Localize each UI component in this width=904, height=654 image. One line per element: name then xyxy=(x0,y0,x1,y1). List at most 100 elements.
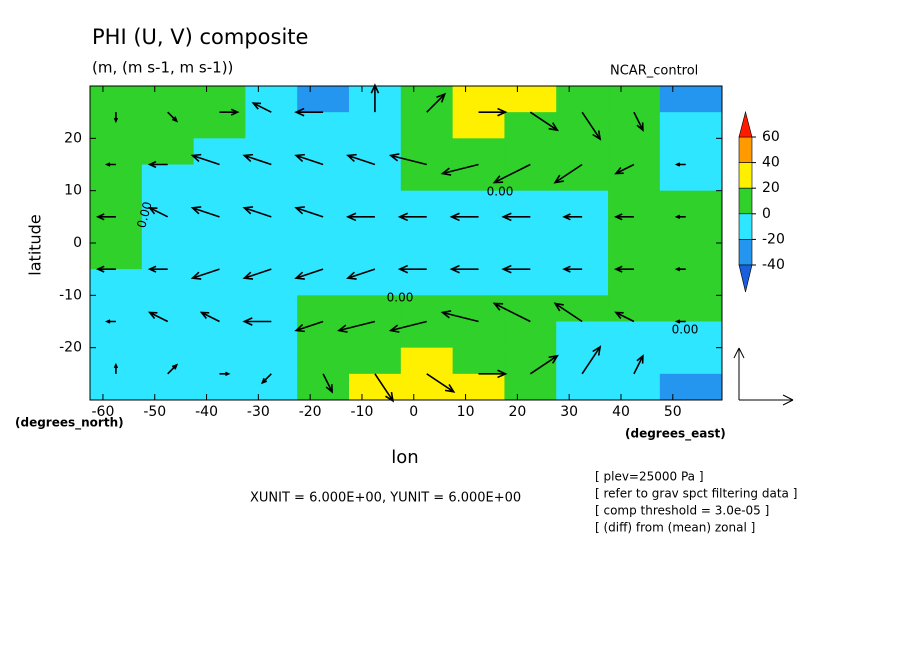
field-cell xyxy=(659,321,723,349)
wind-vector xyxy=(614,163,635,175)
x-tick-label: -30 xyxy=(247,404,270,420)
field-cell xyxy=(349,190,402,218)
field-cell xyxy=(452,216,505,244)
wind-vector xyxy=(370,83,380,113)
field-cell xyxy=(504,216,557,244)
field-cell xyxy=(297,347,350,375)
wind-vector xyxy=(147,206,169,218)
wind-vector xyxy=(242,206,272,218)
wind-vector xyxy=(492,163,531,184)
wind-vector xyxy=(147,160,168,169)
field-cell xyxy=(659,86,723,113)
y-axis-label: latitude xyxy=(26,214,45,275)
wind-vector xyxy=(397,264,427,274)
wind-vector xyxy=(294,320,324,333)
field-cell xyxy=(400,112,454,139)
x-axis-label: lon xyxy=(391,447,418,468)
field-cell xyxy=(297,112,350,139)
field-cell xyxy=(504,295,557,322)
field-cell xyxy=(193,373,246,401)
wind-vector xyxy=(95,265,116,273)
colorbar-box xyxy=(738,213,753,240)
y-tick-label: 20 xyxy=(64,130,82,146)
field-cell xyxy=(193,347,246,375)
field-cell xyxy=(556,347,609,375)
field-cell xyxy=(349,216,402,244)
field-cell xyxy=(90,269,143,296)
field-cell xyxy=(556,138,609,165)
field-cell xyxy=(608,373,661,401)
field-cell xyxy=(400,269,454,296)
wind-vector xyxy=(322,373,333,394)
field-cell xyxy=(400,295,454,322)
field-cell xyxy=(504,373,557,401)
field-cell xyxy=(608,295,661,322)
field-cell xyxy=(504,269,557,296)
field-cell xyxy=(90,190,143,218)
field-cell xyxy=(452,295,505,322)
field-cell xyxy=(556,243,609,270)
colorbar: -40 -20 0 20 40 60 xyxy=(738,110,785,293)
wind-vector xyxy=(260,373,272,385)
contour-label: 0.00 xyxy=(672,323,699,337)
field-cell xyxy=(659,243,723,270)
wind-vector xyxy=(562,265,583,273)
field-cell xyxy=(245,321,298,349)
field-cell xyxy=(608,321,661,349)
colorbar-box xyxy=(738,187,753,215)
wind-vector xyxy=(478,107,508,117)
field-cell xyxy=(400,190,454,218)
field-cell xyxy=(297,269,350,296)
field-cell xyxy=(504,164,557,192)
x-tick-label: 10 xyxy=(457,404,475,420)
field-cell xyxy=(556,190,609,218)
field-cell xyxy=(245,86,298,113)
field-cell xyxy=(90,138,143,165)
wind-vector xyxy=(242,268,272,280)
wind-vector xyxy=(440,163,479,176)
x-tick-label: 20 xyxy=(508,404,526,420)
colorbar-label: -20 xyxy=(762,231,785,247)
x-tick-label: 40 xyxy=(612,404,630,420)
x-tick-label: -40 xyxy=(195,404,218,420)
field-cell xyxy=(193,243,246,270)
field-cell xyxy=(297,190,350,218)
wind-vector xyxy=(104,162,116,167)
wind-vector xyxy=(529,111,559,132)
field-cell xyxy=(141,86,195,113)
colorbar-box xyxy=(738,162,753,189)
field xyxy=(90,86,723,401)
field-cell xyxy=(245,112,298,139)
wind-vector xyxy=(633,354,644,375)
wind-vector xyxy=(478,369,508,379)
wind-vector xyxy=(219,371,231,376)
field-cell xyxy=(608,216,661,244)
x-tick-label: 50 xyxy=(664,404,682,420)
field-cell xyxy=(556,112,609,139)
wind-vector xyxy=(440,310,479,323)
wind-vector xyxy=(613,265,634,273)
x-tick-label: -10 xyxy=(351,404,374,420)
colorbar-box xyxy=(738,239,753,266)
field-cell xyxy=(556,321,609,349)
wind-vector xyxy=(529,354,559,375)
x-tick-label: 0 xyxy=(409,404,418,420)
y-tick-label: 10 xyxy=(64,183,82,199)
colorbar-label: 0 xyxy=(762,206,771,222)
field-cell xyxy=(90,243,143,270)
wind-vector xyxy=(562,213,583,221)
wind-vector xyxy=(346,268,376,280)
field-cell xyxy=(349,138,402,165)
field-cell xyxy=(452,138,505,165)
field-cell xyxy=(90,216,143,244)
chart-title: PHI (U, V) composite xyxy=(92,25,308,49)
field-cell xyxy=(452,243,505,270)
ref-arrow-head xyxy=(782,399,794,406)
field-cell xyxy=(349,347,402,375)
field-cell xyxy=(141,243,195,270)
wind-vector xyxy=(345,212,375,222)
wind-vector xyxy=(674,267,686,272)
wind-vector xyxy=(553,302,583,323)
notes: [ plev=25000 Pa ] [ refer to grav spct fi… xyxy=(595,470,797,535)
field-cell xyxy=(193,164,246,192)
